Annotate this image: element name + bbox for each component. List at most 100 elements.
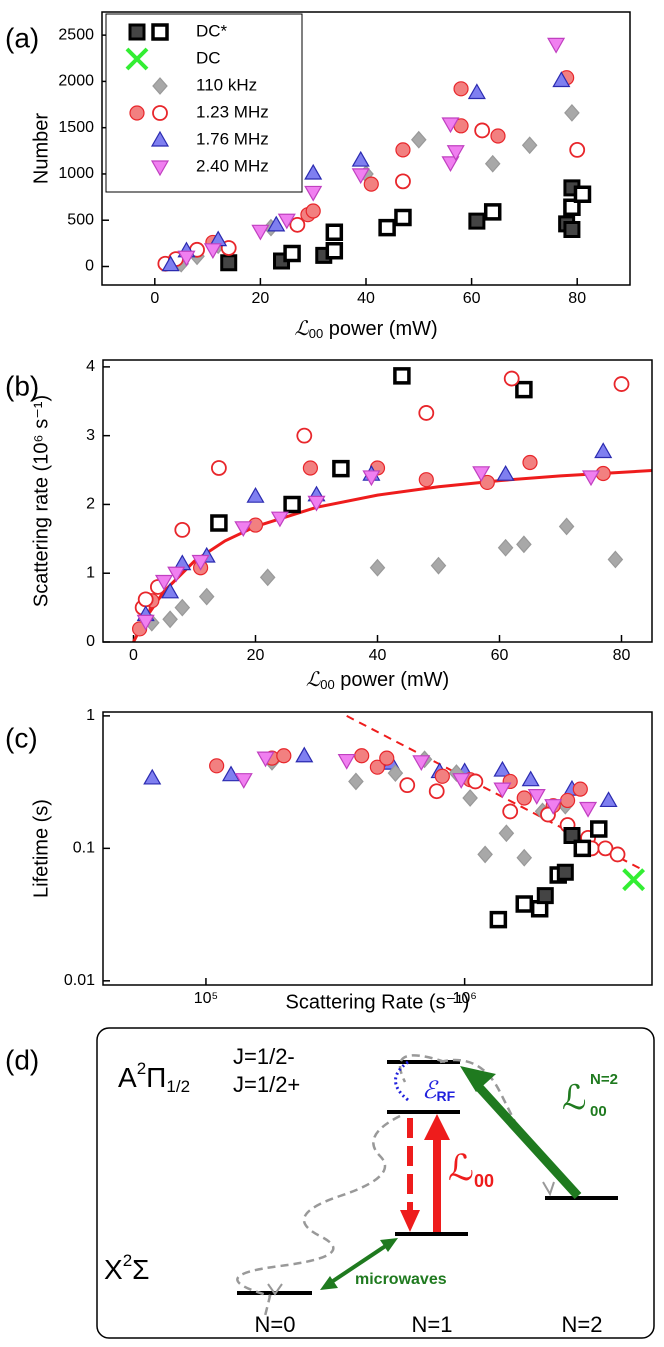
marker: [270, 511, 289, 528]
marker: [325, 242, 344, 260]
marker: [267, 215, 286, 232]
marker: [516, 535, 532, 554]
marker: [289, 216, 306, 233]
marker: [446, 145, 465, 161]
marker: [467, 83, 486, 100]
marker: [558, 517, 575, 536]
state-sub: 1/2: [166, 1077, 190, 1096]
marker: [246, 486, 265, 503]
marker: [521, 770, 540, 787]
marker: [547, 37, 566, 54]
x-axis-label: ℒ00 power (mW): [306, 669, 449, 692]
marker: [203, 243, 222, 260]
symbol: ℒ: [448, 1147, 474, 1188]
decay: [236, 1114, 401, 1317]
marker: [552, 71, 571, 88]
y-axis-label: Number: [30, 113, 52, 184]
y-tick-label: 0: [86, 633, 95, 650]
state-symbol: Π: [146, 1062, 166, 1093]
marker: [484, 154, 501, 173]
marker: [418, 472, 434, 488]
levels: [237, 1060, 618, 1295]
x-tick-label: 60: [463, 290, 481, 307]
marker: [379, 750, 395, 766]
marker: [564, 103, 580, 122]
marker: [337, 753, 356, 770]
marker: [302, 460, 319, 476]
marker: [477, 845, 493, 864]
marker: [441, 156, 460, 173]
repump-label: ℒ N=2 00: [562, 1071, 618, 1120]
marker: [516, 790, 532, 806]
marker: [453, 81, 469, 97]
marker: [378, 218, 396, 237]
marker: [527, 789, 546, 805]
marker: [296, 427, 313, 444]
marker: [572, 781, 588, 797]
legend-marker: [125, 47, 149, 71]
y-tick-label: 1000: [58, 165, 94, 182]
y-tick-label: 2: [86, 496, 95, 513]
marker: [304, 163, 323, 180]
symbol: ℒ: [562, 1079, 587, 1117]
legend-frame: [105, 13, 303, 193]
marker: [332, 459, 350, 478]
marker: [597, 840, 614, 857]
marker: [136, 614, 155, 631]
y-tick-label: 1: [86, 707, 95, 724]
legend-marker: [150, 130, 170, 147]
marker: [595, 465, 611, 482]
marker: [474, 122, 491, 139]
plot-area: [157, 37, 592, 273]
legend-label: 2.40 MHz: [196, 156, 269, 175]
panel-label: (a): [5, 22, 39, 53]
marker: [221, 765, 241, 782]
sub: RF: [437, 1088, 456, 1104]
marker: [483, 203, 502, 221]
pump-label: ℒ00: [448, 1147, 494, 1191]
marker: [198, 587, 215, 606]
marker: [369, 759, 385, 775]
marker: [210, 514, 228, 532]
marker: [502, 803, 519, 820]
y-tick-label: 4: [86, 358, 95, 375]
marker: [622, 868, 646, 892]
marker: [304, 185, 323, 202]
marker: [174, 521, 191, 538]
legend-marker: [129, 105, 145, 121]
marker: [369, 558, 386, 577]
marker: [493, 760, 512, 777]
marker: [434, 768, 450, 784]
marker: [515, 895, 534, 913]
marker: [394, 208, 412, 227]
marker: [220, 254, 238, 272]
marker: [283, 495, 301, 514]
decay-head: [267, 1283, 283, 1296]
marker: [493, 782, 512, 799]
marker: [363, 176, 379, 192]
legend-marker: [150, 160, 170, 177]
sub: 00: [309, 326, 323, 341]
arrow-head: [320, 1238, 398, 1290]
marker: [154, 574, 174, 591]
marker: [354, 748, 370, 764]
x-tick-label: 60: [491, 647, 509, 664]
legend-label: DC: [196, 48, 221, 67]
decay-head: [542, 1181, 555, 1197]
arrow-head: [460, 1066, 496, 1092]
marker: [590, 820, 608, 838]
rf-coupling: [394, 1060, 409, 1102]
symbol: ℰ: [422, 1077, 439, 1104]
arrow-head: [400, 1210, 420, 1232]
y-tick-label: 0: [85, 258, 94, 275]
marker: [579, 801, 598, 818]
marker: [536, 887, 554, 905]
state-sup: 2: [137, 1059, 146, 1078]
marker: [599, 791, 618, 808]
y-axis-label: Lifetime (s): [30, 799, 52, 898]
y-tick-label: 2000: [58, 73, 94, 90]
x-tick-label: 0: [150, 290, 159, 307]
marker: [177, 250, 196, 267]
marker: [522, 454, 538, 471]
y-tick-label: 2500: [58, 26, 94, 43]
